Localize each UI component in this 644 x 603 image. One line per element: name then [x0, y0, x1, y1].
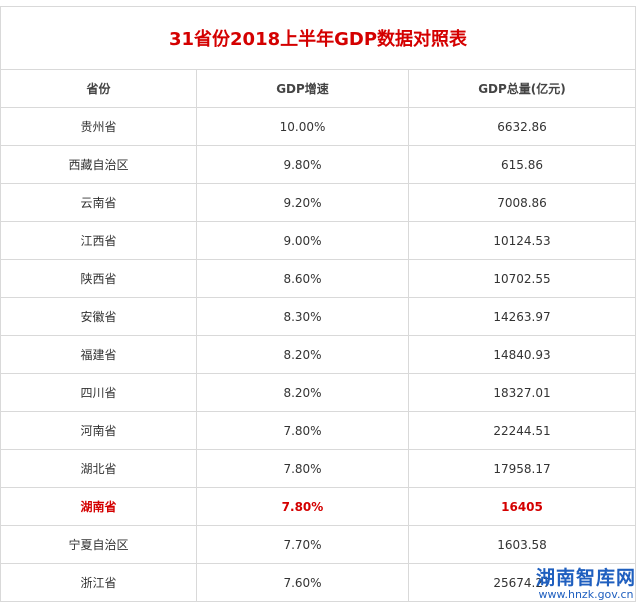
cell-growth: 8.30%	[197, 298, 409, 335]
table-title: 31省份2018上半年GDP数据对照表	[1, 7, 635, 70]
header-growth: GDP增速	[197, 70, 409, 107]
cell-province: 江西省	[1, 222, 197, 259]
table-body: 贵州省 10.00% 6632.86 西藏自治区 9.80% 615.86 云南省 9.20%…	[1, 108, 635, 602]
cell-total: 14840.93	[493, 347, 551, 362]
cell-growth: 9.20%	[197, 184, 409, 221]
cell-province: 四川省	[1, 374, 197, 411]
cell-total: 10124.53	[493, 233, 551, 248]
cell-growth: 8.20%	[197, 374, 409, 411]
table-row: 宁夏自治区 7.70% 1603.58	[1, 526, 635, 564]
cell-total: 14263.97	[493, 309, 551, 324]
cell-total: 16405	[501, 499, 543, 514]
table-header-row: 省份 GDP增速 GDP总量(亿元)	[1, 70, 635, 108]
table-row: 四川省 8.20% 18327.01	[1, 374, 635, 412]
table-row: 云南省 9.20% 7008.86	[1, 184, 635, 222]
cell-growth: 7.80%	[197, 488, 409, 525]
cell-growth: 7.80%	[197, 412, 409, 449]
table-row: 河南省 7.80% 22244.51	[1, 412, 635, 450]
cell-total: 1603.58	[497, 537, 547, 552]
header-province: 省份	[1, 70, 197, 107]
cell-province: 福建省	[1, 336, 197, 373]
cell-province: 湖南省	[1, 488, 197, 525]
cell-growth: 7.80%	[197, 450, 409, 487]
table-row: 安徽省 8.30% 14263.97	[1, 298, 635, 336]
cell-total: 6632.86	[497, 119, 547, 134]
table-row: 贵州省 10.00% 6632.86	[1, 108, 635, 146]
cell-growth: 8.60%	[197, 260, 409, 297]
cell-province: 河南省	[1, 412, 197, 449]
cell-total: 18327.01	[493, 385, 551, 400]
cell-total: 615.86	[501, 157, 543, 172]
cell-province: 贵州省	[1, 108, 197, 145]
cell-growth: 9.80%	[197, 146, 409, 183]
table-row: 浙江省 7.60% 25674.27	[1, 564, 635, 602]
cell-province: 宁夏自治区	[1, 526, 197, 563]
cell-total: 10702.55	[493, 271, 551, 286]
cell-growth: 7.70%	[197, 526, 409, 563]
table-row: 江西省 9.00% 10124.53	[1, 222, 635, 260]
cell-growth: 8.20%	[197, 336, 409, 373]
cell-total: 7008.86	[497, 195, 547, 210]
cell-total: 22244.51	[493, 423, 551, 438]
cell-province: 陕西省	[1, 260, 197, 297]
cell-total: 17958.17	[493, 461, 551, 476]
table-row: 西藏自治区 9.80% 615.86	[1, 146, 635, 184]
header-total: GDP总量(亿元)	[478, 82, 566, 96]
cell-growth: 9.00%	[197, 222, 409, 259]
cell-province: 湖北省	[1, 450, 197, 487]
cell-province: 西藏自治区	[1, 146, 197, 183]
watermark-title: 湖南智库网	[535, 567, 636, 589]
cell-total: 25674.27	[493, 575, 551, 590]
gdp-table: 31省份2018上半年GDP数据对照表 省份 GDP增速 GDP总量(亿元) 贵…	[0, 6, 636, 602]
watermark: 湖南智库网 www.hnzk.gov.cn	[536, 563, 636, 601]
table-row: 陕西省 8.60% 10702.55	[1, 260, 635, 298]
cell-province: 云南省	[1, 184, 197, 221]
cell-province: 浙江省	[1, 564, 197, 601]
cell-province: 安徽省	[1, 298, 197, 335]
cell-growth: 10.00%	[197, 108, 409, 145]
cell-growth: 7.60%	[197, 564, 409, 601]
table-row: 湖南省 7.80% 16405	[1, 488, 635, 526]
table-row: 湖北省 7.80% 17958.17	[1, 450, 635, 488]
watermark-url: www.hnzk.gov.cn	[538, 588, 634, 601]
table-row: 福建省 8.20% 14840.93	[1, 336, 635, 374]
